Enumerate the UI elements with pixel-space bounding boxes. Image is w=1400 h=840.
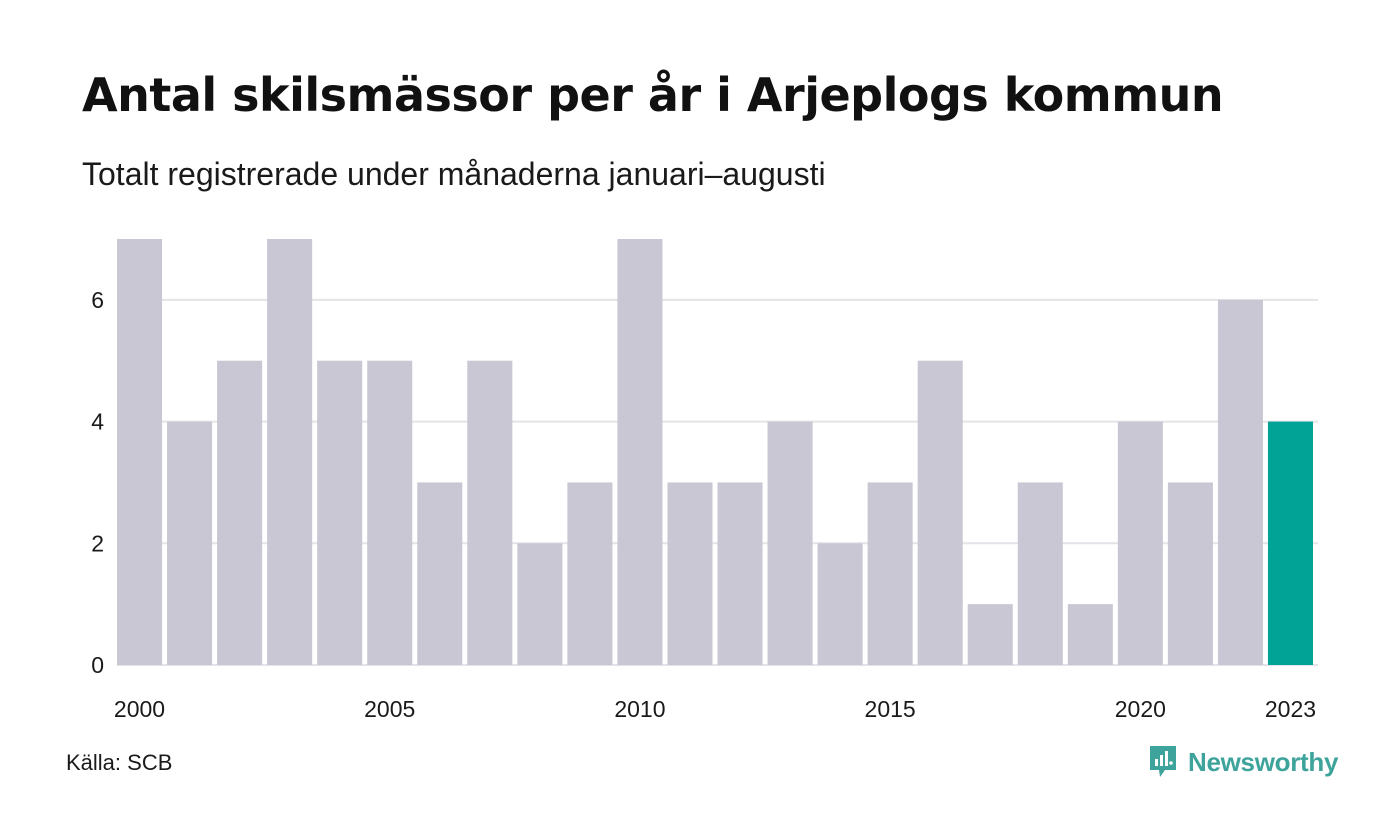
bar-2015 bbox=[867, 482, 913, 665]
bar-2004 bbox=[317, 360, 363, 665]
newsworthy-logo: Newsworthy bbox=[1148, 742, 1338, 782]
y-axis-ticks: 0 2 4 6 bbox=[91, 287, 104, 678]
bar-2019 bbox=[1067, 604, 1113, 665]
x-tick-label: 2000 bbox=[114, 696, 165, 722]
x-tick-label: 2005 bbox=[364, 696, 415, 722]
y-tick-label: 4 bbox=[91, 409, 104, 435]
bar-2021 bbox=[1167, 482, 1213, 665]
bar-2000 bbox=[117, 239, 163, 665]
bar-2023 bbox=[1267, 421, 1313, 665]
x-tick-label: 2010 bbox=[614, 696, 665, 722]
bar-2020 bbox=[1117, 421, 1163, 665]
x-axis-ticks: 2000 2005 2010 2015 2020 2023 bbox=[114, 696, 1316, 722]
x-tick-label: 2023 bbox=[1265, 696, 1316, 722]
brand-name: Newsworthy bbox=[1188, 746, 1339, 777]
bar-2009 bbox=[567, 482, 613, 665]
bar-2022 bbox=[1217, 299, 1263, 665]
y-tick-label: 0 bbox=[91, 652, 104, 678]
bar-2005 bbox=[367, 360, 413, 665]
chart-subtitle: Totalt registrerade under månaderna janu… bbox=[82, 156, 826, 192]
bar-2007 bbox=[467, 360, 513, 665]
bar-2013 bbox=[767, 421, 813, 665]
bars bbox=[117, 239, 1313, 665]
bar-2012 bbox=[717, 482, 763, 665]
bar-2011 bbox=[667, 482, 713, 665]
bar-2017 bbox=[967, 604, 1013, 665]
bar-2003 bbox=[267, 239, 313, 665]
bar-chart: 0 2 4 6 2000 2005 2010 2015 2020 2023 bbox=[91, 239, 1318, 722]
bar-2006 bbox=[417, 482, 463, 665]
x-tick-label: 2015 bbox=[865, 696, 916, 722]
bar-2002 bbox=[217, 360, 263, 665]
y-tick-label: 2 bbox=[91, 530, 104, 556]
bar-2010 bbox=[617, 239, 663, 665]
bar-2014 bbox=[817, 543, 863, 665]
y-tick-label: 6 bbox=[91, 287, 104, 313]
bar-2008 bbox=[517, 543, 563, 665]
source-note: Källa: SCB bbox=[66, 750, 173, 775]
bar-2016 bbox=[917, 360, 963, 665]
bar-2018 bbox=[1017, 482, 1063, 665]
x-tick-label: 2020 bbox=[1115, 696, 1166, 722]
newsworthy-logo-icon bbox=[1150, 746, 1176, 777]
chart-title: Antal skilsmässor per år i Arjeplogs kom… bbox=[82, 68, 1224, 122]
bar-2001 bbox=[167, 421, 213, 665]
